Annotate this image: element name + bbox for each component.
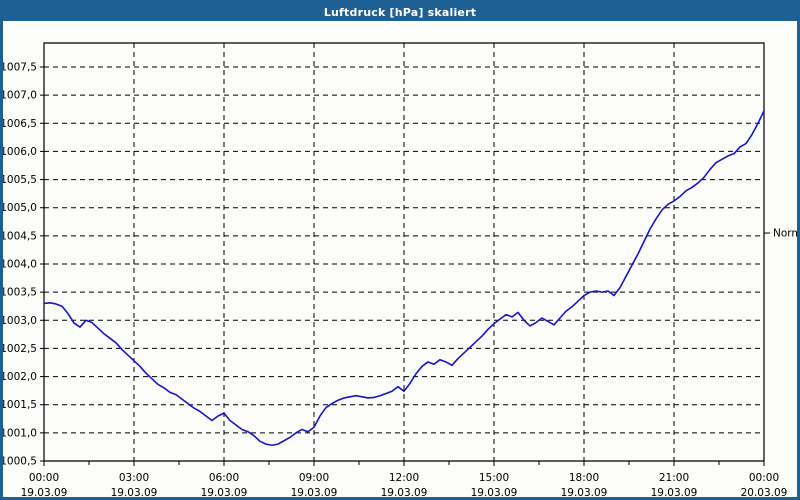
y-axis-tick-label: 1001,0 (3, 427, 37, 439)
y-axis-tick-label: 1004,5 (3, 230, 37, 242)
x-axis-tick-label: 21:00 (659, 472, 689, 484)
y-axis-tick-label: 1006,0 (3, 146, 37, 158)
window-title-bar: Luftdruck [hPa] skaliert (3, 3, 797, 21)
y-axis-tick-label: 1001,5 (3, 399, 37, 411)
chart-background (3, 21, 797, 497)
y-axis-tick-label: 1005,0 (3, 202, 37, 214)
x-axis-tick-date-label: 20.03.09 (741, 487, 788, 497)
gridlines (44, 43, 764, 462)
pressure-series-line (43, 110, 765, 447)
x-axis-tick-date-label: 19.03.09 (381, 487, 428, 497)
x-axis-tick-label: 18:00 (569, 472, 599, 484)
x-axis-tick-label: 03:00 (119, 472, 149, 484)
y-axis-tick-label: 1004,0 (3, 259, 37, 271)
x-axis-tick-date-label: 19.03.09 (471, 487, 518, 497)
pressure-line-chart: 1000,5 1001,0 1001,5 1002,0 1002,5 1003,0 1003… (3, 21, 797, 497)
y-axis-tick-label: 1007,0 (3, 90, 37, 102)
x-axis-tick-date-label: 19.03.09 (111, 487, 158, 497)
y-axis-tick-label: 1002,5 (3, 343, 37, 355)
normal-reference-marker: Normal (764, 228, 797, 240)
y-axis-tick-label: 1002,0 (3, 371, 37, 383)
x-axis-tick-labels: 00:00 19.03.09 03:00 19.03.09 06:00 19.03.09 0… (21, 472, 788, 497)
x-axis-tick-date-label: 19.03.09 (561, 487, 608, 497)
x-axis-tick-label: 15:00 (479, 472, 509, 484)
y-axis-tick-label: 1003,5 (3, 287, 37, 299)
x-axis-tick-date-label: 19.03.09 (291, 487, 338, 497)
y-axis-tick-label: 1006,5 (3, 118, 37, 130)
y-axis-tick-label: 1005,5 (3, 174, 37, 186)
x-axis-tick-label: 09:00 (299, 472, 329, 484)
x-axis-tick-label: 00:00 (749, 472, 779, 484)
x-axis-tick-date-label: 19.03.09 (201, 487, 248, 497)
y-axis-tick-label: 1003,0 (3, 315, 37, 327)
plot-frame (43, 42, 765, 462)
x-axis-tick-date-label: 19.03.09 (21, 487, 68, 497)
y-axis-tick-label: 1000,5 (3, 456, 37, 468)
plot-axes (40, 42, 765, 466)
x-axis-tick-label: 06:00 (209, 472, 239, 484)
y-axis-tick-labels: 1000,5 1001,0 1001,5 1002,0 1002,5 1003,0 1003… (3, 62, 37, 468)
y-axis-tick-label: 1007,5 (3, 62, 37, 74)
x-axis-tick-label: 12:00 (389, 472, 419, 484)
x-axis-tick-label: 00:00 (29, 472, 59, 484)
plot-container: 1000,5 1001,0 1001,5 1002,0 1002,5 1003,0 1003… (3, 21, 797, 497)
normal-label: Normal (773, 228, 797, 240)
page-title: Luftdruck [hPa] skaliert (323, 5, 477, 19)
x-axis-tick-date-label: 19.03.09 (651, 487, 698, 497)
